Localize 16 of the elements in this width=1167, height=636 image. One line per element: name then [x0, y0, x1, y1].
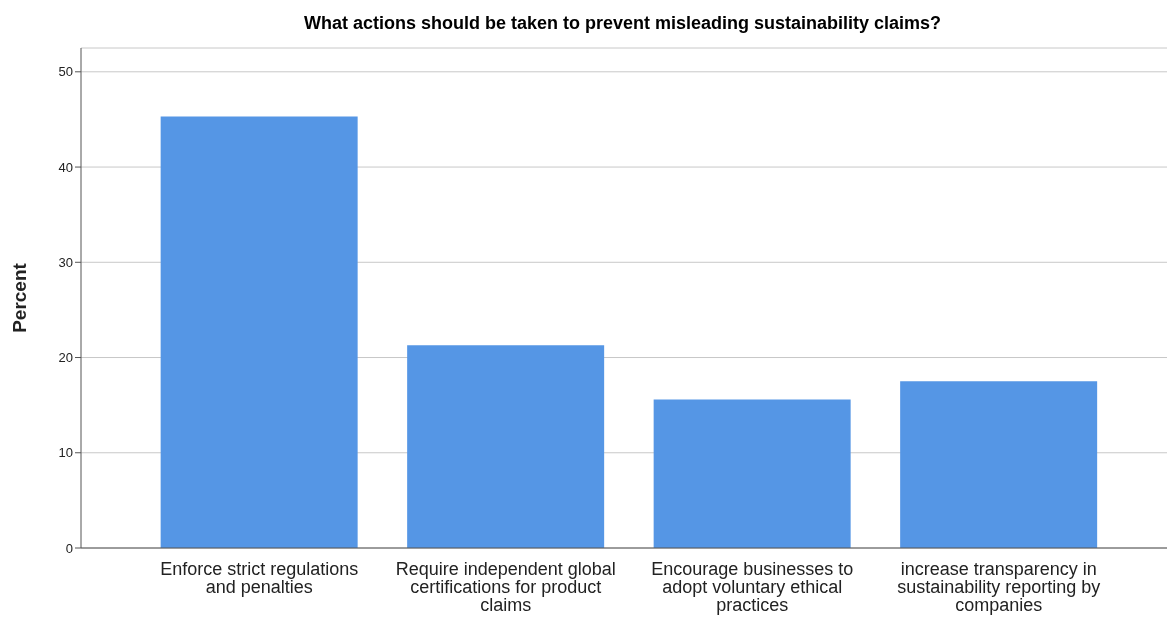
- bar: [653, 399, 851, 548]
- x-tick-label: increase transparency in sustainability reporting by companies: [897, 558, 1101, 615]
- y-tick-label: 20: [58, 350, 73, 366]
- y-tick-label: 50: [58, 64, 73, 80]
- x-tick-label: Require independent global certifications for product claims: [395, 558, 616, 615]
- bar: [407, 345, 605, 548]
- y-tick-label: 0: [65, 540, 73, 556]
- x-tick-label: Enforce strict regulations and penalties: [160, 558, 359, 597]
- y-axis-title: Percent: [8, 262, 30, 333]
- y-tick-label: 10: [58, 445, 73, 461]
- y-tick-label: 40: [58, 159, 73, 175]
- x-tick-label: Encourage businesses to adopt voluntary ethical practices: [651, 558, 854, 615]
- bar: [900, 381, 1098, 548]
- chart-title: What actions should be taken to prevent misleading sustainability claims?: [302, 12, 943, 35]
- y-tick-label: 30: [58, 254, 73, 270]
- bar: [160, 116, 358, 548]
